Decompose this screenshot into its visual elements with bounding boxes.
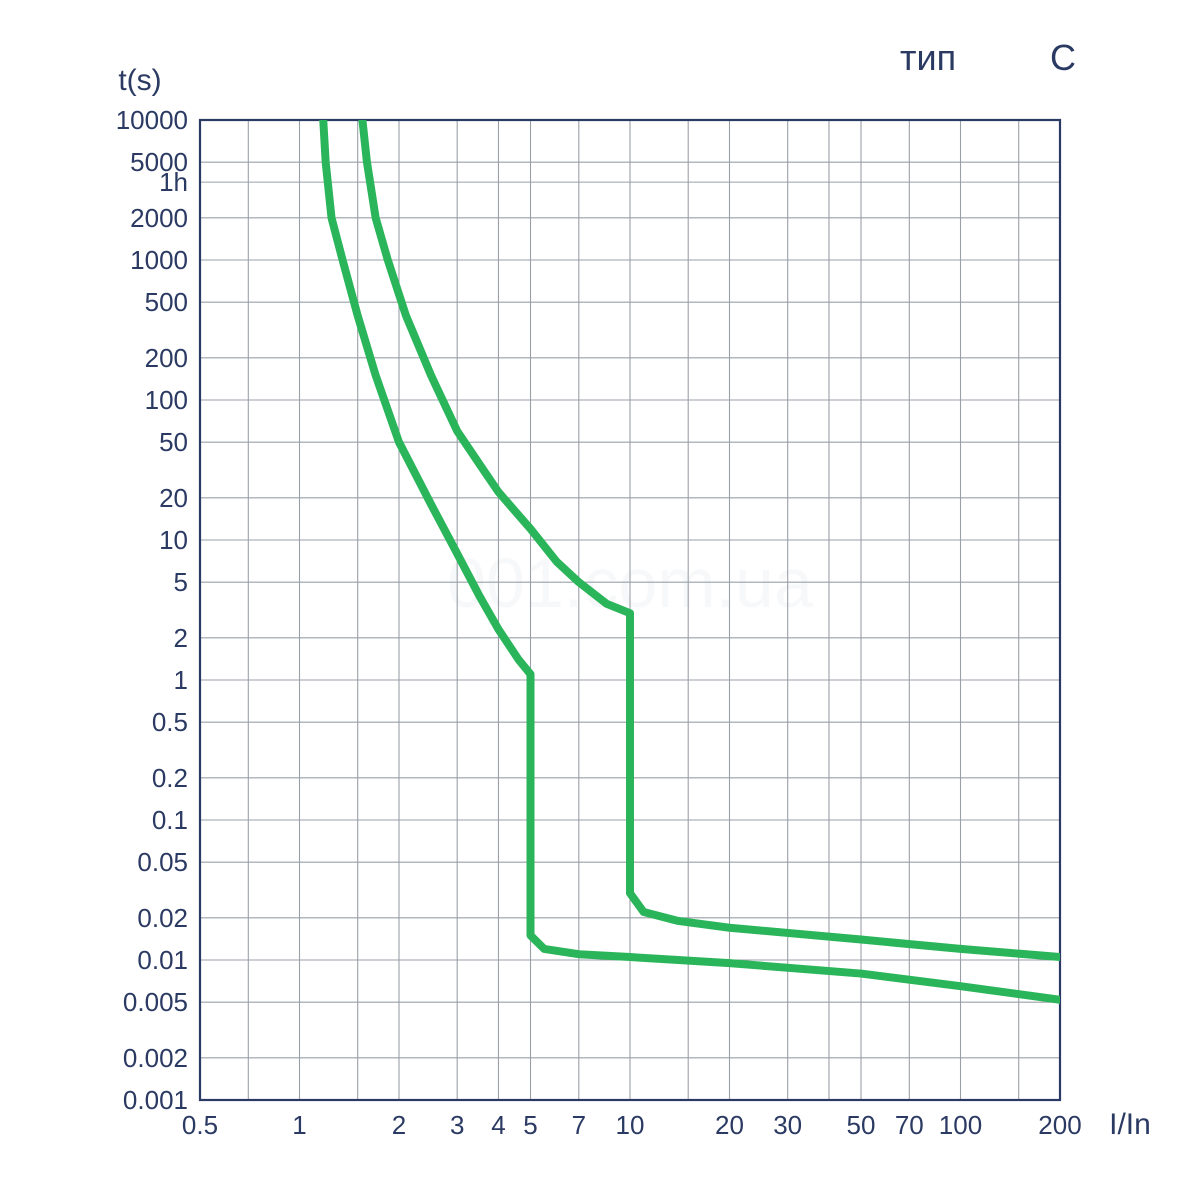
chart-title-word: тип [900, 37, 956, 78]
chart-title-letter: С [1050, 37, 1076, 78]
y-tick-label: 0.5 [152, 707, 188, 737]
y-tick-label: 10 [159, 525, 188, 555]
x-tick-label: 5 [523, 1110, 537, 1140]
y-tick-label: 50 [159, 427, 188, 457]
y-tick-label: 0.1 [152, 805, 188, 835]
y-tick-label: 0.05 [137, 847, 188, 877]
x-tick-label: 200 [1038, 1110, 1081, 1140]
y-tick-label: 1h [159, 167, 188, 197]
y-tick-label: 0.01 [137, 945, 188, 975]
y-tick-label: 0.005 [123, 987, 188, 1017]
y-tick-label: 200 [145, 343, 188, 373]
x-tick-label: 2 [392, 1110, 406, 1140]
x-tick-label: 4 [491, 1110, 505, 1140]
y-tick-label: 20 [159, 483, 188, 513]
y-tick-label: 2 [174, 623, 188, 653]
x-tick-label: 20 [715, 1110, 744, 1140]
x-tick-label: 7 [572, 1110, 586, 1140]
x-axis-label: I/In [1109, 1108, 1151, 1141]
y-tick-label: 10000 [116, 105, 188, 135]
y-tick-label: 0.02 [137, 903, 188, 933]
trip-curve-chart: 001.com.ua1000050001h2000100050020010050… [0, 0, 1200, 1200]
x-tick-label: 0.5 [182, 1110, 218, 1140]
x-tick-label: 30 [773, 1110, 802, 1140]
y-tick-label: 1000 [130, 245, 188, 275]
y-tick-label: 5 [174, 567, 188, 597]
y-tick-label: 2000 [130, 203, 188, 233]
y-tick-label: 500 [145, 287, 188, 317]
x-tick-label: 70 [895, 1110, 924, 1140]
y-tick-label: 100 [145, 385, 188, 415]
y-axis-label: t(s) [118, 64, 161, 97]
x-tick-label: 1 [292, 1110, 306, 1140]
y-tick-label: 0.001 [123, 1085, 188, 1115]
y-tick-label: 0.2 [152, 763, 188, 793]
x-tick-label: 50 [847, 1110, 876, 1140]
y-tick-label: 0.002 [123, 1043, 188, 1073]
x-tick-label: 3 [450, 1110, 464, 1140]
x-tick-label: 10 [616, 1110, 645, 1140]
x-tick-label: 100 [939, 1110, 982, 1140]
y-tick-label: 1 [174, 665, 188, 695]
